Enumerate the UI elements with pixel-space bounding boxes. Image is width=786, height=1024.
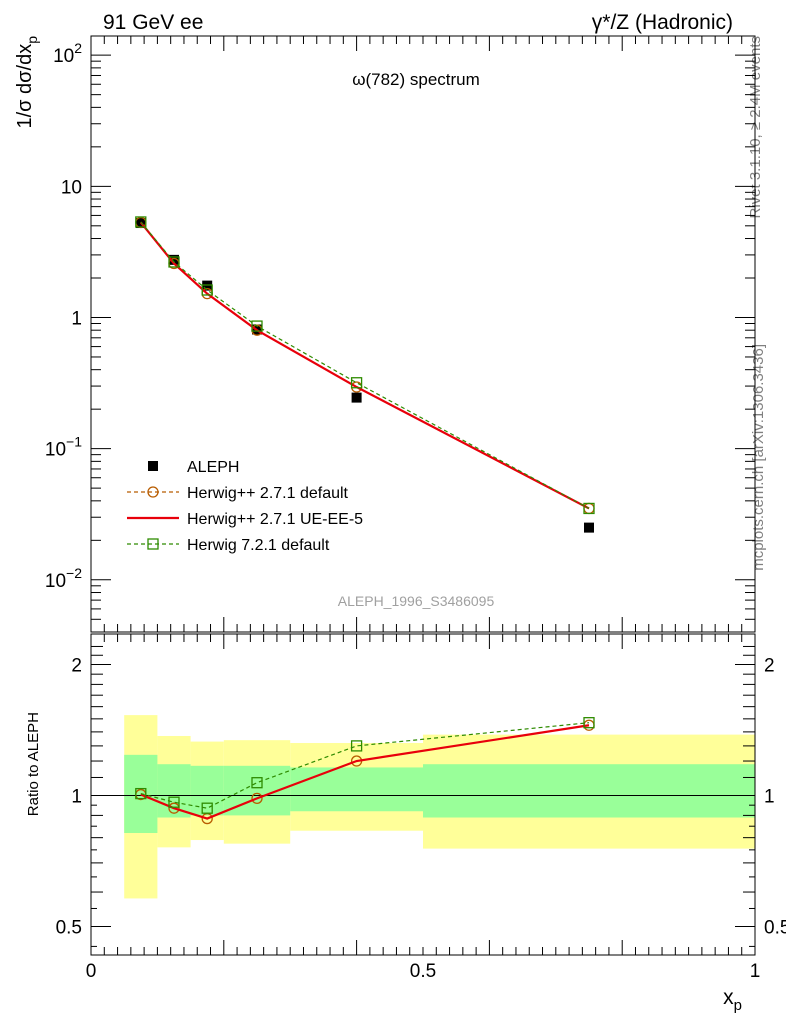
svg-text:1/σ dσ/dxp: 1/σ dσ/dxp — [14, 36, 40, 129]
ratio-point-herwig-7-2-1-default — [135, 787, 147, 800]
ratio-stat-uncertainty-band — [290, 767, 423, 812]
ratio-y-tick-label: 1 — [71, 786, 82, 807]
legend-swatch-marker-aleph — [148, 461, 158, 471]
mcplots-label: mcplots.cern.ch [arXiv:1306.3436] — [750, 344, 767, 571]
ratio-y-tick-label: 2 — [71, 655, 82, 676]
header-right-label: γ*/Z (Hadronic) — [592, 11, 733, 34]
ratio-y-tick-label-right: 0.5 — [764, 917, 786, 938]
legend-label-herwigpp-2-7-1-default: Herwig++ 2.7.1 default — [187, 485, 349, 502]
ratio-stat-uncertainty-band — [423, 764, 755, 818]
main-point-aleph — [169, 254, 179, 265]
main-y-tick-label: 102 — [53, 40, 82, 67]
ratio-panel: 0.5 0.5 1 1 2 2 0 0.5 1 Ratio to ALEPH xp — [25, 633, 786, 1014]
main-point-aleph — [351, 392, 362, 403]
main-point-herwig-7-2-1-default — [350, 377, 363, 389]
main-y-tick-label: 10−1 — [45, 434, 82, 461]
ratio-point-herwig-7-2-1-default — [168, 796, 180, 808]
legend-label-herwigpp-2-7-1-ue-ee-5: Herwig++ 2.7.1 UE-EE-5 — [187, 511, 363, 528]
legend-label-herwig-7-2-1-default: Herwig 7.2.1 default — [187, 537, 330, 554]
ratio-plot-content — [91, 715, 755, 899]
main-title: ω(782) spectrum — [352, 70, 480, 89]
main-y-tick-label: 10 — [61, 177, 82, 198]
analysis-tag: ALEPH_1996_S3486095 — [338, 593, 495, 609]
ratio-point-herwig-7-2-1-default — [583, 717, 595, 729]
main-point-herwig-7-2-1-default — [135, 216, 147, 228]
ratio-y-tick-label: 0.5 — [56, 917, 82, 938]
legend: ALEPH Herwig++ 2.7.1 default Herwig++ 2.7.… — [127, 459, 363, 554]
main-y-tick-label: 10−2 — [45, 565, 82, 592]
main-panel: 10−2 10−1 1 10 102 ω(782) spectrum ALEPH_199… — [14, 35, 756, 633]
x-tick-label: 0.5 — [410, 961, 436, 982]
x-tick-label: 1 — [750, 961, 761, 982]
main-plot-content — [135, 216, 595, 533]
ratio-point-herwigpp-2-7-1-default — [168, 802, 180, 814]
x-axis-label: xp — [723, 986, 742, 1014]
main-point-aleph — [584, 522, 594, 533]
main-point-herwig-7-2-1-default — [168, 256, 180, 268]
legend-label-aleph: ALEPH — [187, 459, 239, 476]
main-line-herwig-7-2-1-default — [140, 221, 590, 509]
main-y-axis-label: 1/σ dσ/dxp — [14, 36, 40, 129]
ratio-point-herwig-7-2-1-default — [350, 740, 363, 752]
main-axis-ticks: 10−2 10−1 1 10 102 — [45, 36, 756, 633]
main-point-herwig-7-2-1-default — [201, 284, 213, 296]
ratio-stat-uncertainty-band — [157, 764, 191, 818]
ratio-axis-ticks: 0.5 0.5 1 1 2 2 0 0.5 1 — [56, 634, 786, 982]
ratio-y-tick-label-right: 2 — [764, 655, 775, 676]
ratio-y-tick-label-right: 1 — [764, 786, 775, 807]
main-y-tick-label: 1 — [71, 308, 82, 329]
header-left-label: 91 GeV ee — [103, 11, 203, 34]
ratio-point-herwig-7-2-1-default — [201, 802, 213, 814]
ratio-point-herwigpp-2-7-1-default — [251, 792, 263, 804]
ratio-point-herwig-7-2-1-default — [251, 777, 263, 789]
main-point-herwig-7-2-1-default — [251, 320, 263, 332]
legend-swatch-marker-herwig-7-2-1-default — [147, 538, 159, 550]
x-tick-label: 0 — [86, 961, 97, 982]
legend-swatch-marker-herwigpp-2-7-1-default — [147, 486, 159, 498]
ratio-y-axis-label: Ratio to ALEPH — [25, 712, 42, 816]
main-point-herwig-7-2-1-default — [583, 502, 595, 515]
x-axis-title: xp — [723, 986, 742, 1014]
ratio-stat-uncertainty-band — [190, 765, 224, 816]
